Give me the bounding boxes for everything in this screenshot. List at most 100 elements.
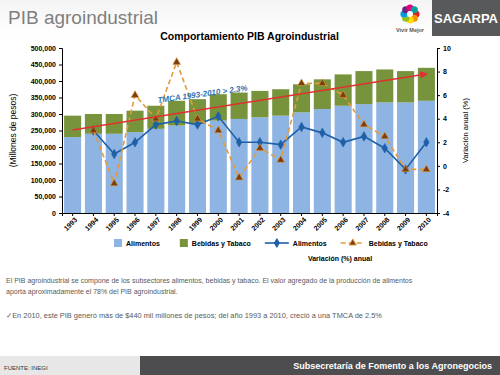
tick: 150,000 xyxy=(31,160,62,168)
line-marker xyxy=(299,122,304,131)
tick-label: 500,000 xyxy=(31,45,56,53)
line-marker xyxy=(194,114,202,121)
tick-label: 2009 xyxy=(396,216,412,232)
tick-mark xyxy=(437,119,440,120)
bar xyxy=(376,102,393,213)
bar xyxy=(231,93,248,119)
line-marker xyxy=(111,149,116,158)
tick-label: -2 xyxy=(443,186,449,193)
tick-mark xyxy=(437,72,440,73)
line-marker xyxy=(131,91,139,98)
legend-swatch xyxy=(114,239,122,247)
bar xyxy=(397,102,414,213)
bar xyxy=(210,121,227,213)
x-axis: 1993199419951996199719981999200020012002… xyxy=(63,213,438,232)
line-marker xyxy=(256,144,264,151)
tick-label: 10 xyxy=(443,45,451,52)
trend-arrow xyxy=(73,74,427,130)
line-marker xyxy=(320,128,325,137)
tick-label: 1998 xyxy=(167,216,183,232)
tick: 2 xyxy=(437,139,447,146)
footer-bg xyxy=(0,356,500,375)
legend-label: Alimentos xyxy=(293,240,327,247)
line-marker xyxy=(216,112,221,121)
tick: 1996 xyxy=(125,213,141,232)
tick-label: 300,000 xyxy=(31,111,56,119)
tick: 2005 xyxy=(312,213,328,232)
tick: 2010 xyxy=(416,213,432,232)
tick-mark xyxy=(59,147,62,148)
line-marker xyxy=(195,120,200,129)
tick-mark xyxy=(437,95,440,96)
logo xyxy=(400,4,419,23)
legend-item: Bebidas y Tabaco xyxy=(180,239,251,248)
tick-label: 150,000 xyxy=(31,160,56,168)
tick: 1997 xyxy=(146,213,162,232)
tick: 2004 xyxy=(292,213,308,232)
line-marker xyxy=(132,138,137,147)
tick-label: 2006 xyxy=(333,216,349,232)
tick-mark xyxy=(59,48,62,49)
tick: 1995 xyxy=(104,213,120,232)
tick: 50,000 xyxy=(35,193,62,201)
line-marker xyxy=(382,143,387,152)
tick-label: 2007 xyxy=(354,216,370,232)
bar xyxy=(85,114,102,134)
tick-label: 2002 xyxy=(250,216,266,232)
footer-text: Subsecretaría de Fomento a los Agronegoc… xyxy=(293,361,492,371)
tick: 2007 xyxy=(354,213,370,232)
line-marker xyxy=(174,116,179,125)
tick-mark xyxy=(437,189,440,190)
tick: 450,000 xyxy=(31,61,62,69)
chart-title: Comportamiento PIB Agroindustrial xyxy=(160,30,339,42)
line-marker xyxy=(110,179,118,186)
logo-text: Vivir Mejor xyxy=(396,27,425,33)
line-marker xyxy=(214,126,222,133)
tick-mark xyxy=(437,48,440,49)
tick: 100,000 xyxy=(31,177,62,185)
tick-mark xyxy=(59,197,62,198)
tick: 2002 xyxy=(250,213,266,232)
bar xyxy=(106,134,123,213)
tick-mark xyxy=(59,114,62,115)
annotation: TMCA 1993-2010 > 2.3% xyxy=(157,83,248,105)
brand-box xyxy=(432,0,500,36)
tick-label: 50,000 xyxy=(35,193,57,201)
bullet: ✓En 2010, este PIB generó más de $440 mi… xyxy=(6,311,382,320)
tick-label: 1997 xyxy=(146,216,162,232)
tick-mark xyxy=(437,166,440,167)
bar xyxy=(314,109,331,213)
tick-label: 400,000 xyxy=(31,78,56,86)
legend-marker xyxy=(349,239,356,245)
plot-area xyxy=(64,58,435,213)
legend: AlimentosBebidas y TabacoAlimentosBebida… xyxy=(114,239,428,248)
tick-label: 1993 xyxy=(63,216,79,232)
tick: 350,000 xyxy=(31,94,62,102)
tick: 2008 xyxy=(375,213,391,232)
line-marker xyxy=(278,140,283,149)
axis-line xyxy=(438,49,441,214)
tick-label: 1995 xyxy=(104,216,120,232)
tick: 2009 xyxy=(396,213,412,232)
tick: 300,000 xyxy=(31,111,62,119)
legend-title: Variación (%) anual xyxy=(308,255,372,263)
slide: PIB agroindustrialVivir MejorSAGARPAComp… xyxy=(0,0,500,375)
tick: -4 xyxy=(437,210,449,217)
tick: 10 xyxy=(437,45,451,52)
axis-line xyxy=(59,49,63,214)
tick-mark xyxy=(59,180,62,181)
bar xyxy=(251,117,268,213)
footer-bar xyxy=(140,356,500,375)
bar xyxy=(293,112,310,213)
line-series xyxy=(93,62,426,183)
tick-mark xyxy=(59,81,62,82)
brand-text: SAGARPA xyxy=(434,11,499,26)
tick-label: 2000 xyxy=(208,216,224,232)
tick: 400,000 xyxy=(31,78,62,86)
tick: 1993 xyxy=(63,213,79,232)
tick: 4 xyxy=(437,115,447,122)
tick-label: 2005 xyxy=(312,216,328,232)
tick-mark xyxy=(437,142,440,143)
bar xyxy=(355,104,372,213)
axis-line xyxy=(63,214,438,217)
